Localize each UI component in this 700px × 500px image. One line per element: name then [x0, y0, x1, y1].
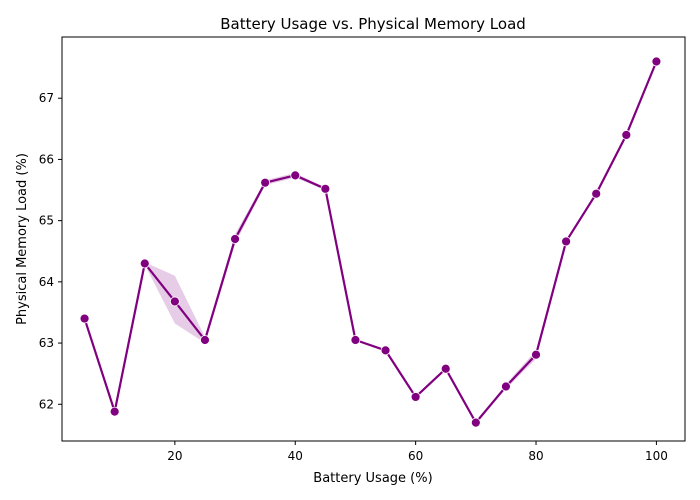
data-point: [260, 177, 271, 188]
data-point: [440, 363, 451, 374]
y-axis: 62 63 64 65 66 67: [39, 91, 62, 411]
y-axis-label: Physical Memory Load (%): [15, 153, 30, 325]
plot-area: [79, 56, 662, 428]
y-tick-label: 65: [39, 214, 54, 228]
x-tick-label: 80: [528, 449, 543, 463]
data-point: [169, 296, 180, 307]
data-point: [230, 234, 240, 244]
data-point: [290, 170, 301, 181]
data-point: [350, 335, 361, 345]
data-point: [109, 406, 120, 417]
series-line: [83, 61, 658, 424]
data-point: [410, 392, 421, 402]
y-tick-label: 62: [39, 397, 54, 411]
data-point: [470, 417, 481, 428]
x-tick-label: 100: [645, 449, 668, 463]
data-point: [200, 335, 210, 345]
y-tick-label: 67: [39, 91, 54, 105]
x-tick-label: 40: [288, 449, 303, 463]
plot-frame: [61, 36, 686, 442]
y-tick-label: 63: [39, 336, 54, 350]
data-point: [531, 349, 541, 360]
data-point: [320, 183, 331, 194]
data-point: [591, 188, 602, 199]
data-point: [139, 258, 150, 269]
x-axis-label: Battery Usage (%): [313, 471, 432, 486]
data-point: [561, 236, 572, 247]
chart-title: Battery Usage vs. Physical Memory Load: [220, 15, 526, 33]
data-point: [380, 345, 391, 356]
x-axis: 20 40 60 80 100: [167, 441, 668, 463]
x-tick-label: 20: [167, 449, 182, 463]
data-point: [501, 381, 511, 392]
data-point: [651, 56, 662, 67]
x-tick-label: 60: [408, 449, 423, 463]
data-point: [79, 313, 90, 324]
data-point: [621, 130, 632, 140]
y-tick-label: 64: [39, 275, 54, 289]
y-tick-label: 66: [39, 152, 54, 166]
